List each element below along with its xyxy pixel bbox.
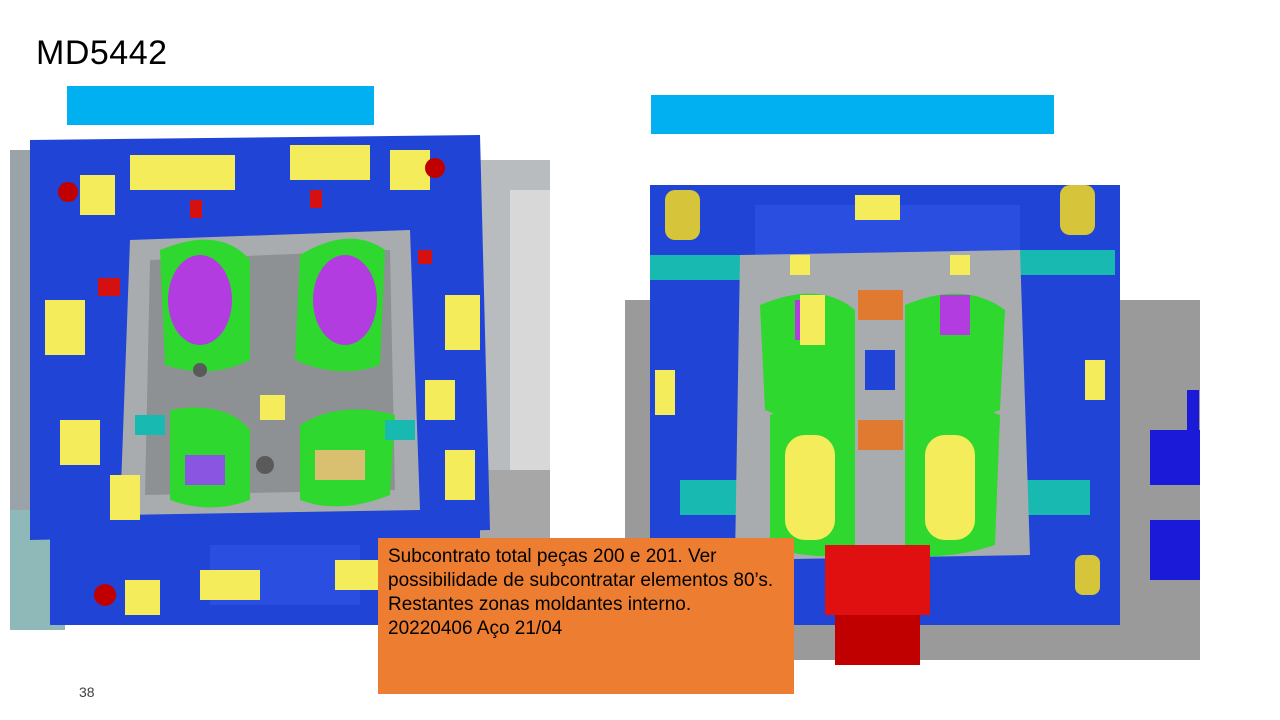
note-line-3: 20220406 Aço 21/04	[388, 618, 563, 639]
note-line-2: Restantes zonas moldantes interno.	[388, 594, 692, 615]
slide-title: MD5442	[36, 34, 168, 72]
left-caption-bar	[67, 86, 374, 125]
right-mold-render[interactable]	[620, 160, 1205, 665]
subcontract-note: Subcontrato total peças 200 e 201. Ver p…	[378, 538, 794, 694]
page-number: 38	[79, 684, 95, 700]
right-caption-bar	[651, 95, 1054, 134]
note-line-1: Subcontrato total peças 200 e 201. Ver p…	[388, 546, 774, 591]
